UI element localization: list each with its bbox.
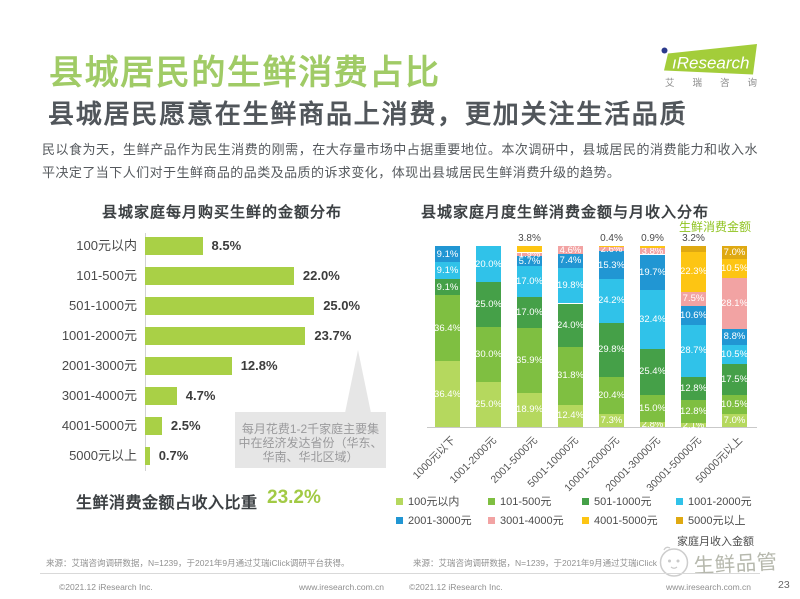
svg-text:艾瑞咨询: 艾瑞咨询: [665, 77, 757, 89]
svg-text:ıResearch: ıResearch: [672, 54, 749, 73]
